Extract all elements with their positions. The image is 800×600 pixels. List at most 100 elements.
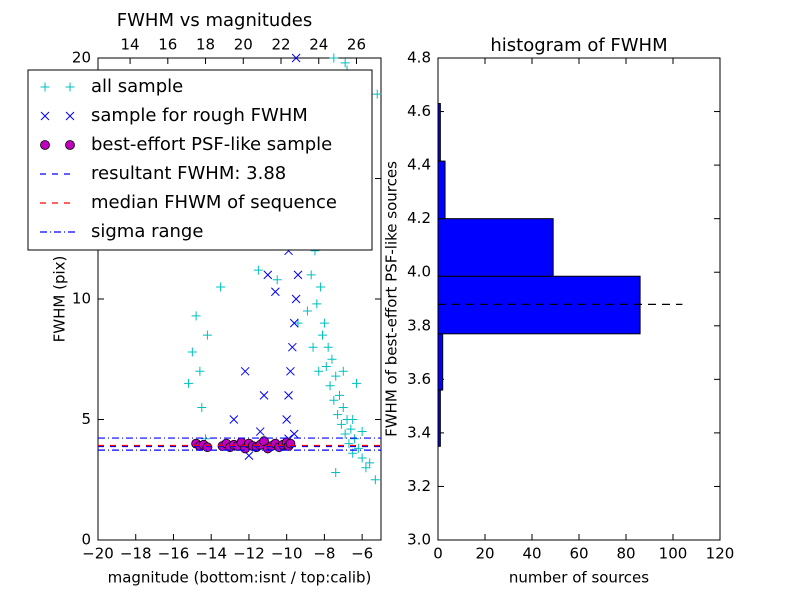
x-tick-label: 80 bbox=[616, 545, 635, 563]
histogram-bar bbox=[437, 389, 441, 447]
point bbox=[253, 265, 263, 275]
legend-label: sample for rough FWHM bbox=[91, 105, 308, 126]
point bbox=[202, 330, 212, 340]
x-tick-label: 120 bbox=[706, 545, 735, 563]
x-tick-label: 0 bbox=[433, 545, 443, 563]
point bbox=[195, 366, 205, 376]
y-tick-label: 4.0 bbox=[407, 263, 431, 281]
point bbox=[333, 410, 343, 420]
x2-tick-label: 18 bbox=[196, 36, 215, 54]
point bbox=[197, 402, 207, 412]
legend-marker bbox=[65, 140, 75, 150]
point bbox=[331, 371, 341, 381]
chart-title: histogram of FWHM bbox=[490, 35, 667, 56]
y-tick-label: 3.6 bbox=[407, 370, 431, 388]
point bbox=[306, 270, 316, 280]
legend-label: median FHWM of sequence bbox=[91, 192, 337, 213]
y-tick-label: 3.4 bbox=[407, 423, 431, 441]
x-tick-label: −16 bbox=[158, 545, 190, 563]
point bbox=[216, 282, 226, 292]
x2-tick-label: 24 bbox=[309, 36, 328, 54]
point bbox=[348, 415, 358, 424]
point bbox=[340, 429, 350, 439]
x-tick-label: −8 bbox=[313, 545, 335, 563]
x2-tick-label: 20 bbox=[234, 36, 253, 54]
x-tick-label: 60 bbox=[569, 545, 588, 563]
point bbox=[282, 415, 292, 424]
point bbox=[289, 318, 299, 328]
point bbox=[291, 53, 301, 63]
y-tick-label: 0 bbox=[81, 531, 91, 549]
point bbox=[353, 443, 363, 453]
x-tick-label: −20 bbox=[82, 545, 114, 563]
histogram-bar bbox=[437, 160, 446, 220]
point bbox=[338, 402, 348, 412]
point bbox=[316, 282, 326, 292]
point bbox=[318, 330, 328, 340]
point bbox=[365, 458, 375, 468]
point bbox=[351, 378, 361, 388]
legend-marker bbox=[65, 82, 75, 92]
legend-marker bbox=[40, 82, 50, 92]
point bbox=[255, 427, 265, 436]
histogram-bar bbox=[437, 275, 641, 335]
point bbox=[270, 287, 280, 297]
point bbox=[325, 381, 335, 391]
legend-label: all sample bbox=[91, 76, 183, 97]
point bbox=[357, 453, 367, 463]
point bbox=[329, 53, 339, 63]
y-tick-label: 10 bbox=[72, 290, 91, 308]
histogram-bar bbox=[437, 103, 441, 162]
point bbox=[229, 415, 239, 424]
point bbox=[272, 275, 282, 285]
x-tick-label: −14 bbox=[195, 545, 227, 563]
y-tick-label: 4.4 bbox=[407, 156, 431, 174]
point bbox=[336, 419, 346, 429]
point bbox=[191, 311, 201, 321]
point bbox=[370, 475, 380, 485]
y-tick-label: 3.0 bbox=[407, 531, 431, 549]
x2-tick-label: 22 bbox=[271, 36, 290, 54]
x2-tick-label: 26 bbox=[347, 36, 366, 54]
point bbox=[187, 347, 197, 357]
point bbox=[312, 299, 322, 309]
x2-tick-label: 16 bbox=[158, 36, 177, 54]
point bbox=[287, 342, 297, 352]
x-tick-label: 100 bbox=[659, 545, 688, 563]
point bbox=[338, 366, 348, 376]
point bbox=[184, 378, 194, 388]
y-tick-label: 3.8 bbox=[407, 316, 431, 334]
y-tick-label: 4.2 bbox=[407, 209, 431, 227]
point bbox=[323, 342, 333, 352]
x-tick-label: −18 bbox=[120, 545, 152, 563]
y-tick-label: 4.6 bbox=[407, 102, 431, 120]
legend-label: sigma range bbox=[91, 221, 203, 242]
point bbox=[331, 468, 341, 478]
point bbox=[240, 366, 250, 376]
legend-marker bbox=[65, 111, 75, 121]
legend-box bbox=[27, 69, 373, 251]
point bbox=[263, 270, 273, 280]
point bbox=[361, 463, 371, 473]
point bbox=[334, 390, 344, 400]
point bbox=[293, 318, 303, 328]
point bbox=[344, 439, 354, 449]
point bbox=[293, 270, 303, 280]
x-tick-label: 40 bbox=[522, 545, 541, 563]
point bbox=[291, 294, 301, 304]
chart-title: FWHM vs magnitudes bbox=[117, 10, 312, 31]
y-axis-label: FWHM of best-effort PSF-like sources bbox=[383, 161, 401, 437]
point bbox=[340, 58, 350, 68]
point bbox=[350, 434, 360, 444]
legend-label: best-effort PSF-like sample bbox=[91, 134, 332, 155]
point bbox=[286, 366, 295, 376]
x-tick-label: −10 bbox=[271, 545, 303, 563]
x-axis-label: magnitude (bottom:isnt / top:calib) bbox=[108, 569, 372, 587]
legend-marker bbox=[40, 111, 50, 121]
x-tick-label: −12 bbox=[233, 545, 265, 563]
point bbox=[314, 366, 324, 376]
point bbox=[302, 306, 312, 316]
x2-tick-label: 14 bbox=[121, 36, 140, 54]
y-axis-label: FWHM (pix) bbox=[51, 256, 69, 343]
